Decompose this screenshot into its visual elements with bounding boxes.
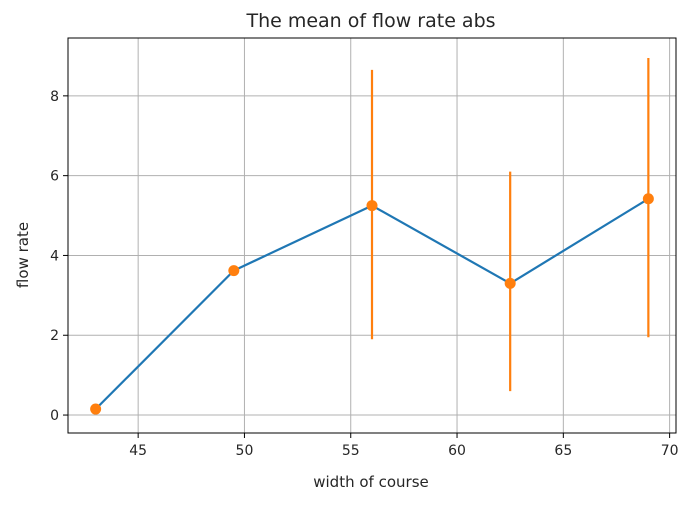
x-tick-label: 45 [129, 443, 147, 459]
y-tick-label: 0 [50, 408, 59, 424]
axis-ticks: 45 50 55 60 65 70 0 2 4 6 8 [50, 89, 678, 459]
x-tick-label: 60 [448, 443, 466, 459]
x-tick-label: 70 [661, 443, 679, 459]
data-point [504, 277, 516, 289]
y-tick-label: 8 [50, 89, 59, 105]
y-tick-label: 4 [50, 248, 59, 264]
y-tick-label: 6 [50, 169, 59, 185]
x-tick-label: 55 [342, 443, 360, 459]
x-tick-label: 65 [554, 443, 572, 459]
data-point [228, 265, 240, 277]
x-tick-label: 50 [236, 443, 254, 459]
y-axis-label: flow rate [14, 222, 32, 288]
chart-title: The mean of flow rate abs [245, 10, 495, 32]
data-point [90, 403, 102, 415]
data-point [642, 193, 654, 205]
y-tick-label: 2 [50, 328, 59, 344]
data-point [366, 200, 378, 212]
plot-frame [67, 37, 677, 434]
x-axis-label: width of course [313, 473, 428, 491]
